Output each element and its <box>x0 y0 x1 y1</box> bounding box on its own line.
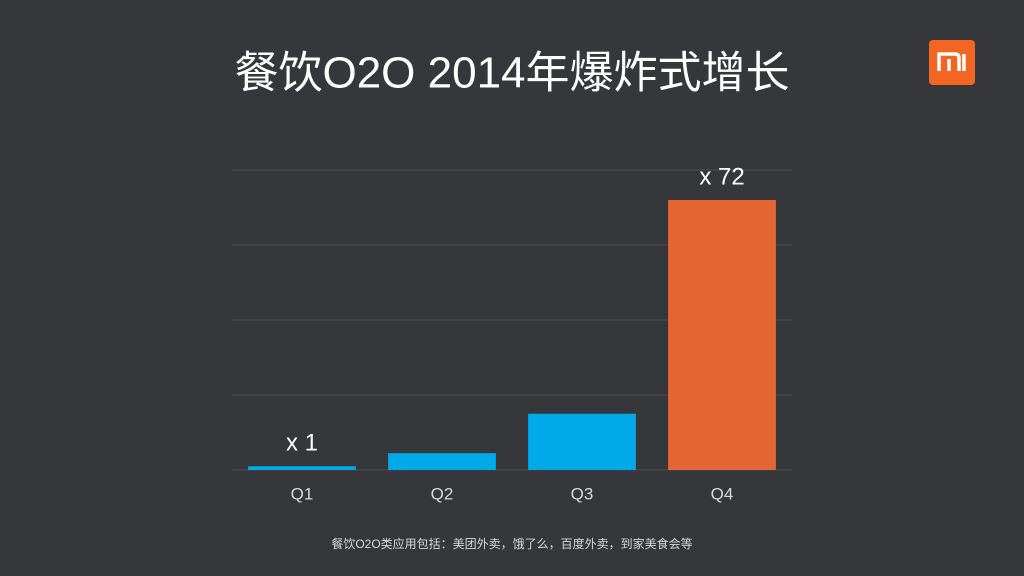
x-tick-label: Q2 <box>431 484 454 503</box>
logo-glyph <box>937 52 966 71</box>
value-label: x 1 <box>286 430 318 457</box>
x-tick-label: Q3 <box>571 484 594 503</box>
bar <box>668 200 776 470</box>
bar <box>388 453 496 470</box>
bar <box>248 466 356 470</box>
logo-box <box>929 40 975 85</box>
chart-title: 餐饮O2O 2014年爆炸式增长 <box>234 49 789 98</box>
x-tick-label: Q1 <box>291 484 314 503</box>
logo <box>929 40 975 85</box>
footnote: 餐饮O2O类应用包括：美团外卖，饿了么，百度外卖，到家美食会等 <box>331 536 692 551</box>
value-label: x 72 <box>699 163 744 190</box>
bar <box>528 413 636 470</box>
x-tick-label: Q4 <box>711 484 734 503</box>
